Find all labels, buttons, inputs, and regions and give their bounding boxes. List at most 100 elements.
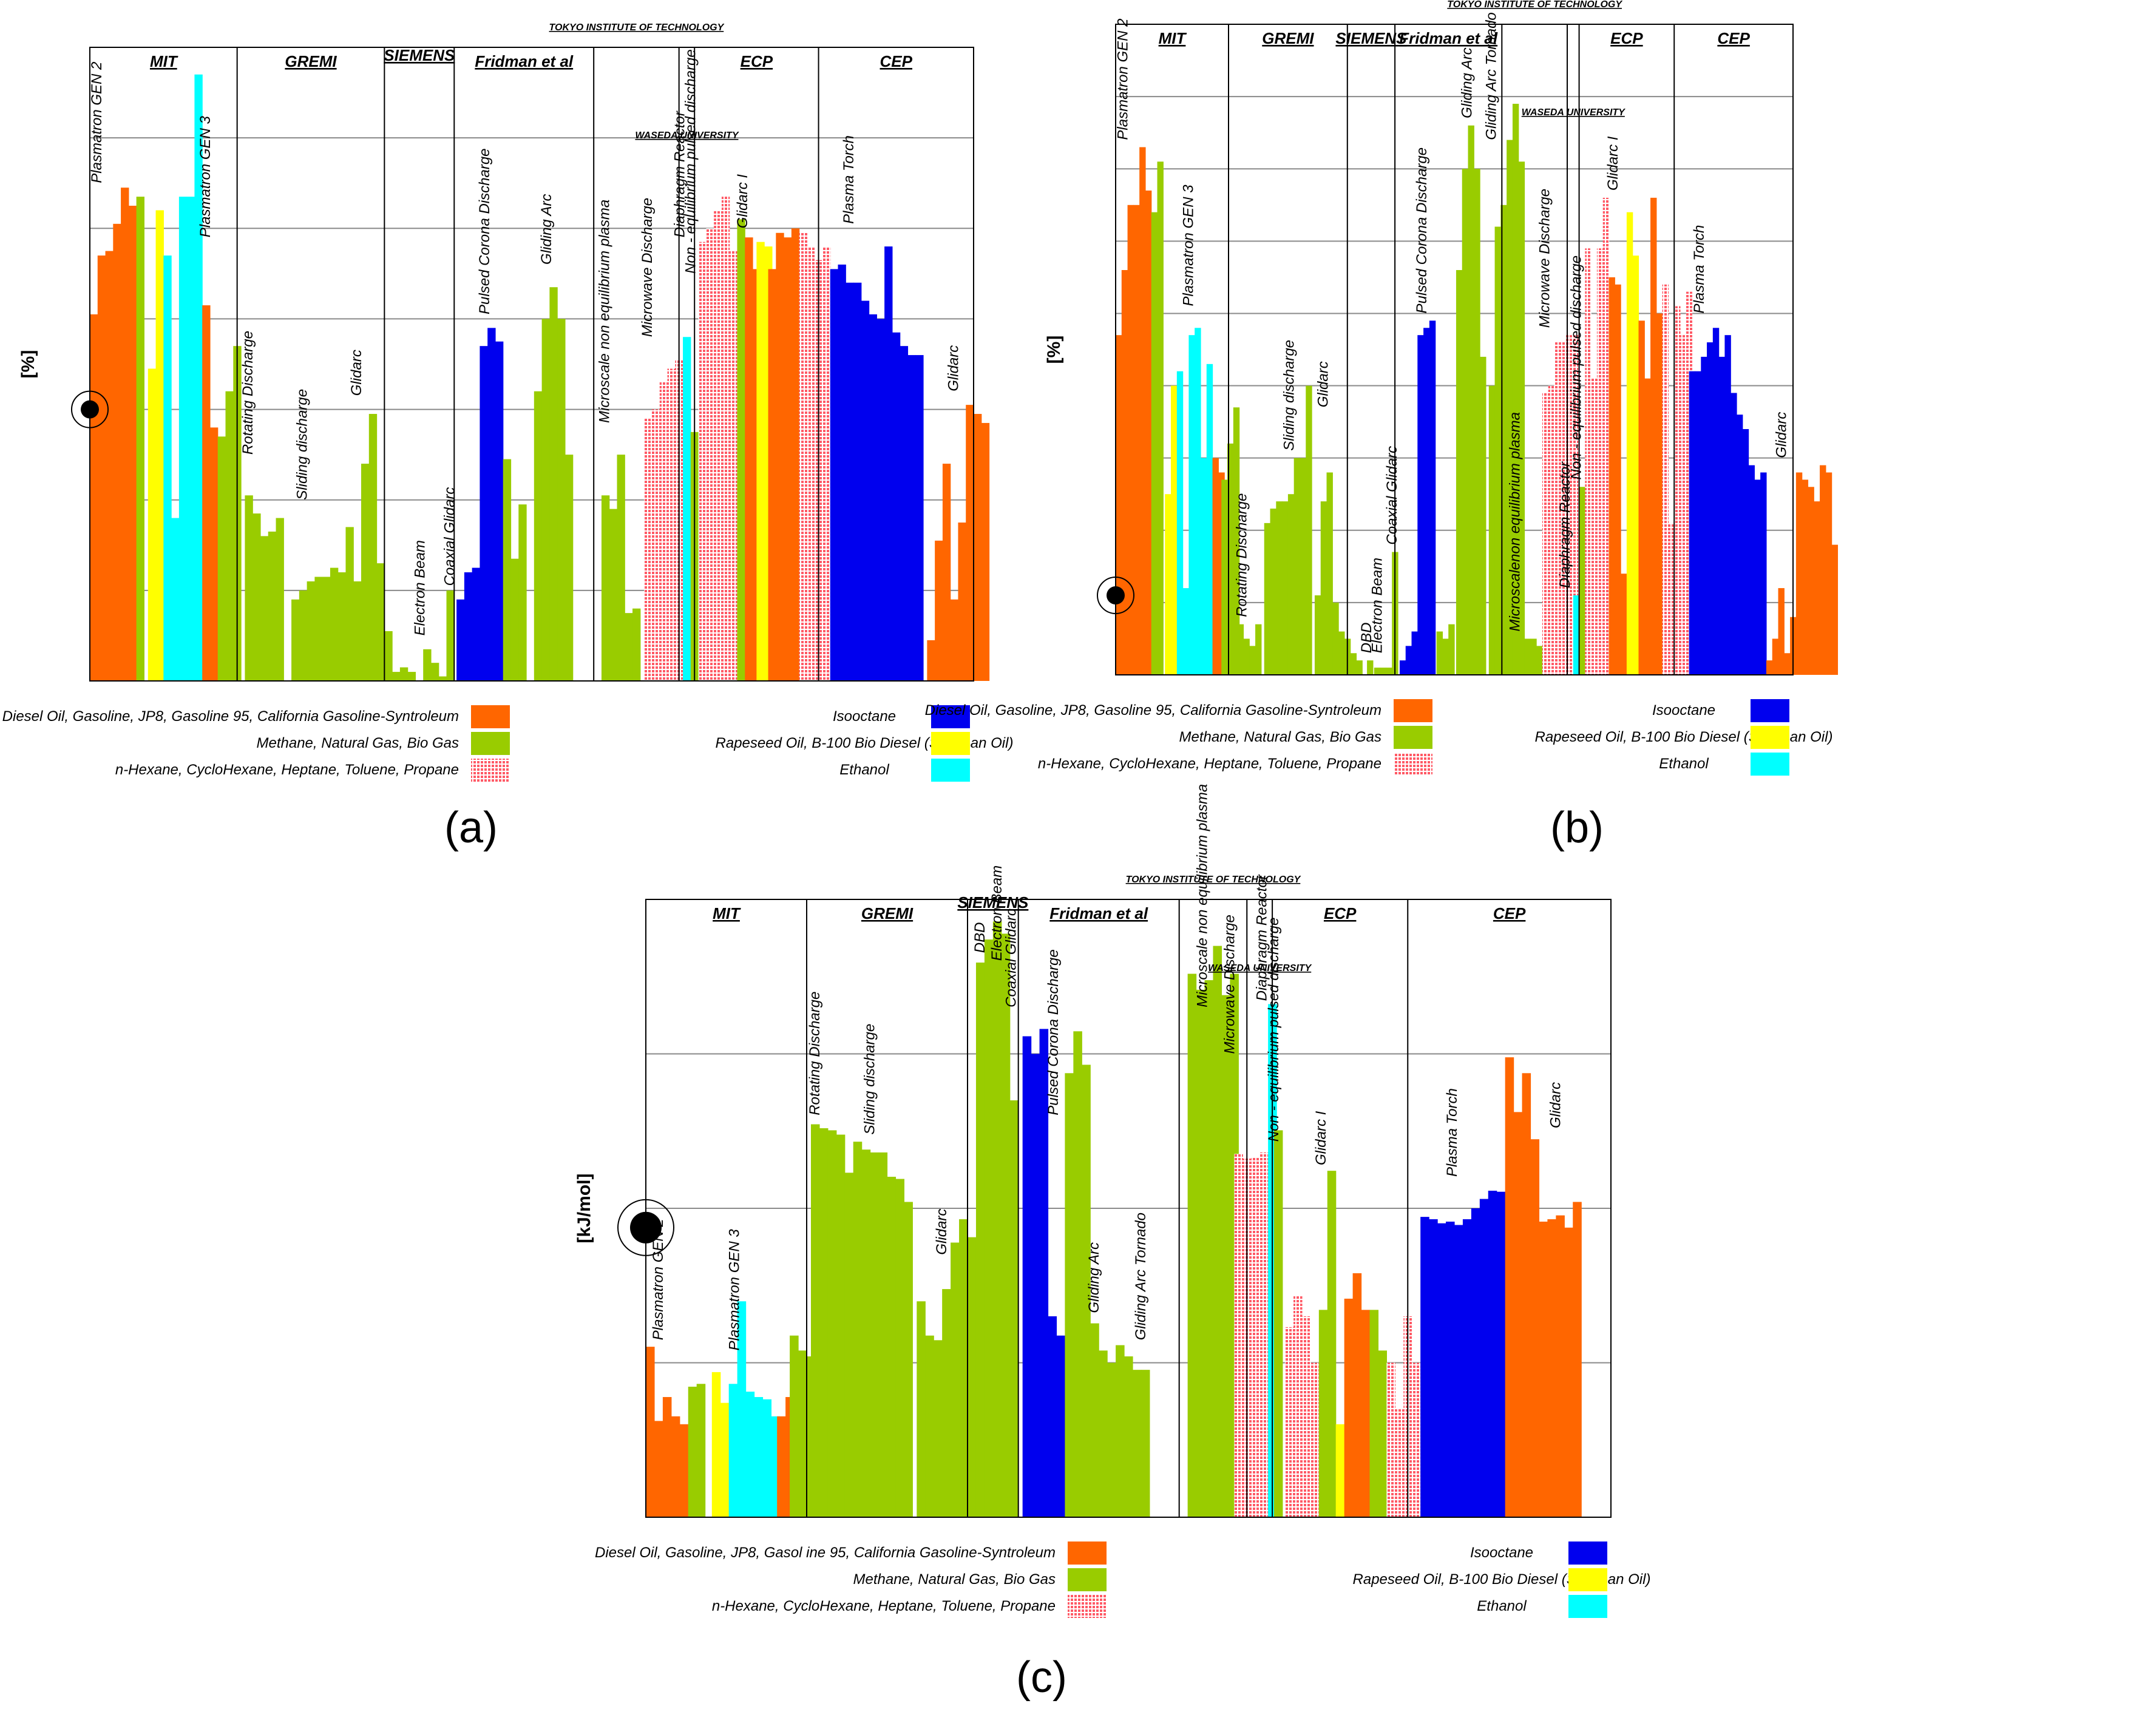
bar — [925, 1335, 934, 1517]
bar — [1737, 415, 1743, 675]
bar — [1195, 328, 1201, 675]
group-title: MIT — [1159, 29, 1187, 47]
bar — [1462, 169, 1469, 675]
bar — [549, 287, 558, 681]
bar — [1121, 269, 1128, 675]
bar-annotation: Microwave Discharge — [1537, 189, 1553, 328]
bar — [518, 504, 527, 681]
bar — [1513, 1112, 1523, 1517]
bar — [1724, 335, 1731, 675]
bar — [844, 1173, 854, 1517]
bar — [330, 567, 339, 681]
bar — [1374, 668, 1381, 675]
bar-annotation: Glidarc — [1315, 361, 1331, 407]
bar — [1282, 501, 1289, 675]
bar-annotation: Glidarc I — [1313, 1111, 1329, 1165]
bar — [1249, 646, 1256, 675]
bar-annotation: Microscale non equilibrium plasma — [1195, 784, 1211, 1007]
bar — [1795, 472, 1803, 675]
bar — [1615, 284, 1621, 675]
bar — [1009, 1100, 1019, 1517]
bar — [1151, 212, 1158, 675]
bar — [1644, 378, 1651, 675]
bar — [1227, 443, 1234, 675]
bar — [1073, 1031, 1082, 1517]
group-title: MIT — [713, 904, 741, 922]
legend-label: Methane, Natural Gas, Bio Gas — [853, 1571, 1056, 1588]
legend-label: Ethanol — [839, 762, 889, 778]
group-title: GREMI — [861, 904, 914, 922]
bar-annotation: Coaxial Glidarc — [1003, 909, 1020, 1007]
group-title: CEP — [880, 52, 913, 70]
bar-annotation: Gliding Arc — [1459, 47, 1475, 118]
bar — [737, 219, 745, 681]
bar — [651, 409, 660, 681]
bar — [1221, 995, 1230, 1517]
bar — [1436, 631, 1443, 675]
bar — [935, 540, 943, 681]
bar — [975, 963, 985, 1517]
bar-annotation: Plasma Torch — [1444, 1088, 1460, 1177]
bar — [147, 368, 157, 681]
bar — [869, 314, 877, 681]
bar — [1380, 668, 1387, 675]
bar — [1668, 523, 1675, 675]
bar — [1065, 1073, 1074, 1517]
bar — [1139, 147, 1146, 675]
bar — [1300, 458, 1306, 675]
legend-swatch — [1751, 699, 1789, 722]
legend-swatch — [1068, 1568, 1107, 1591]
legend-label: Isooctane — [1652, 702, 1715, 719]
bar — [870, 1152, 880, 1517]
bar — [1318, 1310, 1328, 1517]
bar-annotation: Microwave Discharge — [639, 198, 656, 337]
legend-label: Ethanol — [1477, 1598, 1527, 1614]
bar — [798, 1350, 807, 1517]
bar — [1802, 479, 1809, 675]
bar — [884, 246, 893, 682]
bar — [861, 1149, 871, 1517]
bar — [917, 1301, 926, 1517]
bar — [1662, 284, 1669, 675]
bar — [1512, 104, 1519, 675]
marker-ring — [71, 390, 109, 428]
bar — [720, 1403, 730, 1517]
bar-annotation: Plasmatron GEN 2 — [1115, 18, 1131, 140]
bar — [1293, 458, 1301, 675]
bar — [464, 572, 473, 681]
bar — [846, 282, 854, 681]
group-title: ECP — [1324, 904, 1357, 922]
bar — [799, 232, 808, 681]
bar — [646, 1347, 655, 1517]
legend-swatch — [1751, 726, 1789, 749]
bar — [1420, 1217, 1429, 1517]
bar — [900, 346, 909, 681]
bar — [887, 1177, 897, 1517]
bar-annotation: DBD — [972, 922, 988, 953]
bar — [1133, 205, 1140, 675]
bar-annotation: Electron Beam — [1369, 558, 1386, 653]
bar — [376, 563, 385, 681]
bar — [1132, 1370, 1142, 1517]
bar — [1293, 1296, 1303, 1517]
bar — [1039, 1029, 1049, 1517]
bar — [1518, 161, 1525, 675]
bar — [1356, 660, 1363, 675]
bar-annotation: Electron Beam — [412, 540, 429, 635]
bar — [557, 319, 566, 681]
bar — [1626, 212, 1633, 675]
bar — [1165, 494, 1171, 675]
bar — [1116, 1345, 1125, 1517]
bar — [1718, 356, 1726, 675]
bar — [1442, 638, 1449, 675]
bar — [1820, 465, 1826, 675]
bar — [1031, 1054, 1040, 1517]
legend-label: n-Hexane, CycloHexane, Heptane, Toluene,… — [712, 1598, 1056, 1614]
bar — [90, 314, 98, 681]
panel-label-b: (b) — [1550, 804, 1604, 852]
bar — [1548, 385, 1555, 675]
bar — [1200, 458, 1207, 675]
bar — [1530, 638, 1537, 675]
bar — [472, 567, 481, 681]
